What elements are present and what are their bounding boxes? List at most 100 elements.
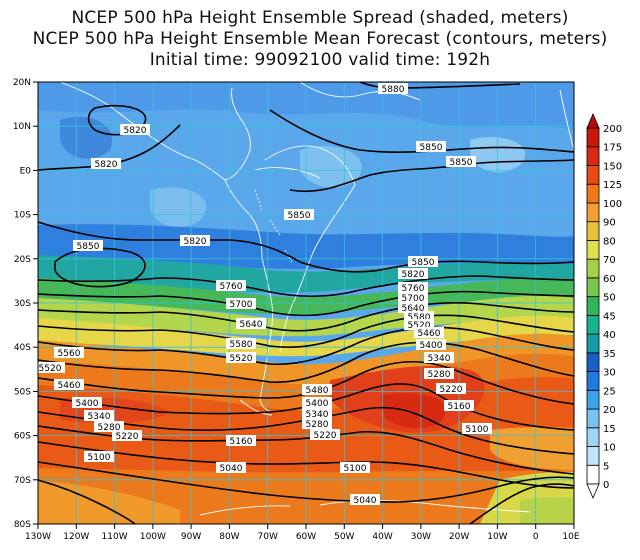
lat-label-60s: 60S [14, 432, 31, 442]
svg-text:5280: 5280 [98, 423, 121, 433]
colorbar-label: 25 [603, 386, 616, 397]
contour-label-5400-c: 5400 [302, 397, 332, 409]
colorbar-label: 125 [603, 180, 622, 191]
svg-text:5400: 5400 [76, 399, 99, 409]
contour-label-5700-b: 5700 [398, 292, 428, 304]
svg-text:5100: 5100 [88, 453, 111, 463]
lon-label-0: 0 [533, 532, 539, 542]
contour-label-5340-b: 5340 [84, 410, 114, 422]
svg-text:5640: 5640 [240, 320, 263, 330]
contour-label-5100-a: 5100 [462, 423, 492, 435]
colorbar-swatch [586, 389, 600, 410]
lon-label-60w: 60W [296, 532, 316, 542]
colorbar-label: 30 [603, 368, 616, 379]
contour-label-5220-b: 5220 [112, 430, 142, 442]
lon-label-40w: 40W [372, 532, 392, 542]
contour-label-5520-b: 5520 [226, 352, 256, 364]
latitude-labels: 20N 10N E0 10S 20S 30S 40S 50S 60S 70S 8… [13, 78, 31, 530]
svg-text:5820: 5820 [402, 270, 425, 280]
svg-text:5760: 5760 [220, 282, 243, 292]
svg-text:5040: 5040 [354, 496, 377, 506]
lon-label-30w: 30W [411, 532, 431, 542]
colorbar-swatch [586, 446, 600, 466]
svg-text:5880: 5880 [382, 85, 405, 95]
svg-text:5520: 5520 [408, 321, 431, 331]
contour-label-5850-a: 5850 [416, 141, 446, 153]
contour-label-5160-a: 5160 [444, 400, 474, 412]
contour-label-5460-a: 5460 [414, 327, 444, 339]
colorbar-swatch [586, 165, 600, 185]
contour-label-5700-a: 5700 [226, 298, 256, 310]
svg-text:5280: 5280 [428, 370, 451, 380]
colorbar-label: 10 [603, 443, 616, 454]
colorbar-swatch [586, 408, 600, 429]
contour-label-5100-c: 5100 [340, 462, 370, 474]
lon-label-110w: 110W [102, 532, 128, 542]
contour-label-5760-a: 5760 [216, 280, 246, 292]
contour-label-5340-c: 5340 [302, 408, 332, 420]
colorbar-swatch [586, 127, 600, 148]
lon-label-80w: 80W [219, 532, 239, 542]
colorbar-label: 100 [603, 199, 622, 210]
lon-label-20w: 20W [449, 532, 469, 542]
svg-text:5340: 5340 [428, 354, 451, 364]
lon-label-50w: 50W [334, 532, 354, 542]
svg-text:5160: 5160 [230, 437, 253, 447]
colorbar: 0 5 10 15 20 25 30 35 40 45 50 60 70 80 90 100 125 150 175… [586, 112, 622, 500]
svg-text:5400: 5400 [306, 399, 329, 409]
colorbar-swatch [586, 146, 600, 166]
colorbar-label: 50 [603, 293, 616, 304]
lat-label-80s: 80S [14, 520, 31, 530]
colorbar-label: 200 [603, 124, 622, 135]
lat-label-10s: 10S [14, 211, 31, 221]
lat-label-10n: 10N [13, 122, 31, 132]
contour-label-5040-a: 5040 [216, 462, 246, 474]
colorbar-label: 0 [603, 480, 609, 491]
lat-label-eq: E0 [20, 166, 32, 176]
contour-label-5480: 5480 [302, 384, 332, 396]
colorbar-label: 90 [603, 218, 616, 229]
colorbar-top-arrow [586, 112, 600, 129]
svg-text:5850: 5850 [420, 143, 443, 153]
contour-label-5820-b: 5820 [91, 158, 121, 170]
contour-label-5460-b: 5460 [54, 379, 84, 391]
contour-label-5640-b: 5640 [236, 318, 266, 330]
title-line-3: Initial time: 99092100 valid time: 192h [149, 50, 491, 70]
lat-label-50s: 50S [14, 387, 31, 397]
colorbar-swatch [586, 221, 600, 241]
svg-text:5460: 5460 [58, 381, 81, 391]
contour-label-5820-a: 5820 [120, 124, 150, 136]
colorbar-label: 40 [603, 330, 616, 341]
colorbar-swatch [586, 464, 600, 485]
svg-text:5560: 5560 [58, 349, 81, 359]
contour-label-5520-a: 5520 [404, 319, 434, 331]
colorbar-label: 15 [603, 424, 616, 435]
svg-text:5220: 5220 [440, 385, 463, 395]
colorbar-label: 60 [603, 274, 616, 285]
lon-label-10e: 10E [562, 532, 579, 542]
svg-text:5820: 5820 [184, 237, 207, 247]
svg-text:5480: 5480 [306, 386, 329, 396]
contour-label-5640-a: 5640 [398, 302, 428, 314]
lat-label-30s: 30S [14, 299, 31, 309]
colorbar-label: 175 [603, 143, 622, 154]
colorbar-swatch [586, 258, 600, 279]
colorbar-swatch [586, 183, 600, 204]
colorbar-label: 5 [603, 461, 609, 472]
longitude-labels: 130W 120W 110W 100W 90W 80W 70W 60W 50W … [25, 532, 580, 542]
colorbar-swatch [586, 352, 600, 372]
lat-label-70s: 70S [14, 476, 31, 486]
contour-label-5580-a: 5580 [404, 311, 434, 323]
colorbar-swatch [586, 240, 600, 260]
latitude-axis [33, 81, 38, 525]
contour-label-5820-d: 5820 [398, 268, 428, 280]
colorbar-label: 70 [603, 255, 616, 266]
contour-label-5400-a: 5400 [416, 339, 446, 351]
lon-label-10w: 10W [487, 532, 507, 542]
svg-text:5820: 5820 [124, 126, 147, 136]
svg-text:5340: 5340 [88, 412, 111, 422]
lat-label-20s: 20S [14, 255, 31, 265]
svg-text:5820: 5820 [95, 160, 118, 170]
contour-label-5040-b: 5040 [350, 494, 380, 506]
